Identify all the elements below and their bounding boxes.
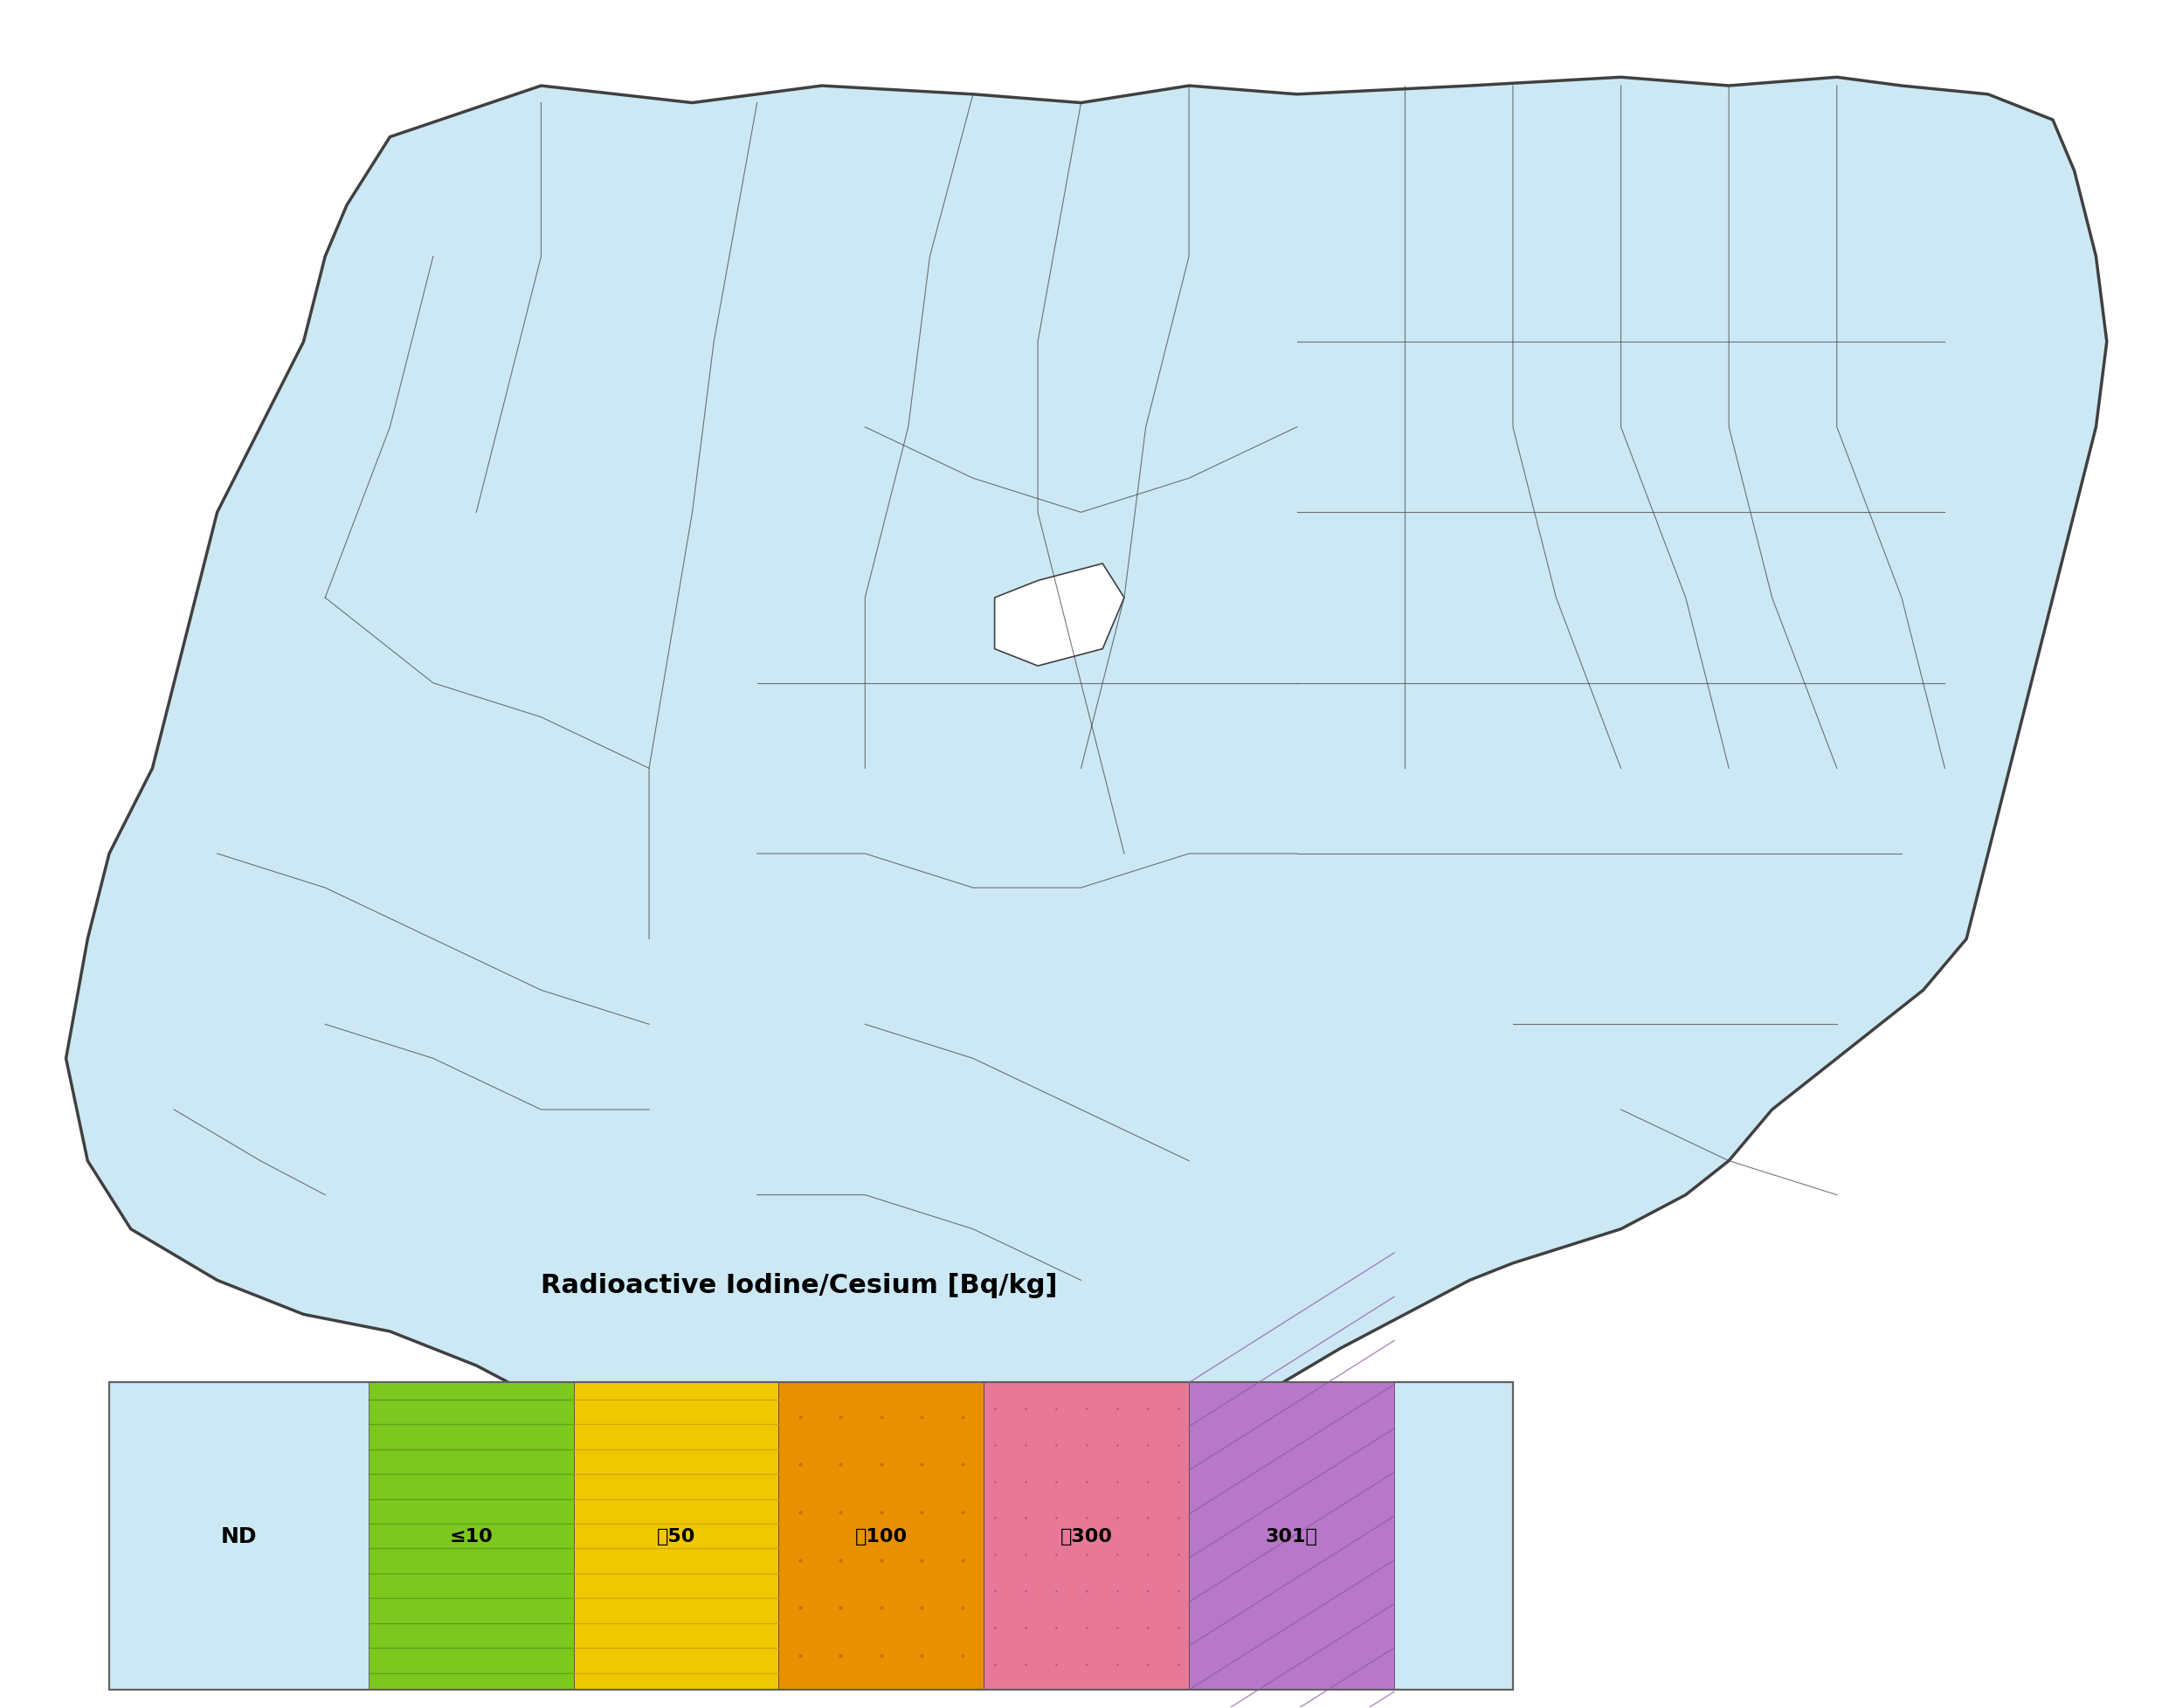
Polygon shape bbox=[67, 79, 2106, 1561]
Bar bbox=[368, 1383, 573, 1689]
Text: ～50: ～50 bbox=[657, 1527, 696, 1546]
Polygon shape bbox=[995, 564, 1124, 666]
Text: Radioactive Iodine/Cesium [Bq/kg]: Radioactive Iodine/Cesium [Bq/kg] bbox=[540, 1272, 1057, 1298]
Bar bbox=[110, 1383, 1513, 1689]
Text: ～100: ～100 bbox=[854, 1527, 908, 1546]
Bar bbox=[573, 1383, 778, 1689]
Text: ≤10: ≤10 bbox=[450, 1527, 493, 1546]
Text: 301～: 301～ bbox=[1265, 1527, 1317, 1546]
Bar bbox=[984, 1383, 1189, 1689]
Text: ～300: ～300 bbox=[1059, 1527, 1113, 1546]
Text: ND: ND bbox=[221, 1525, 257, 1547]
Bar bbox=[1189, 1383, 1394, 1689]
Bar bbox=[110, 1383, 1513, 1689]
Bar bbox=[778, 1383, 984, 1689]
